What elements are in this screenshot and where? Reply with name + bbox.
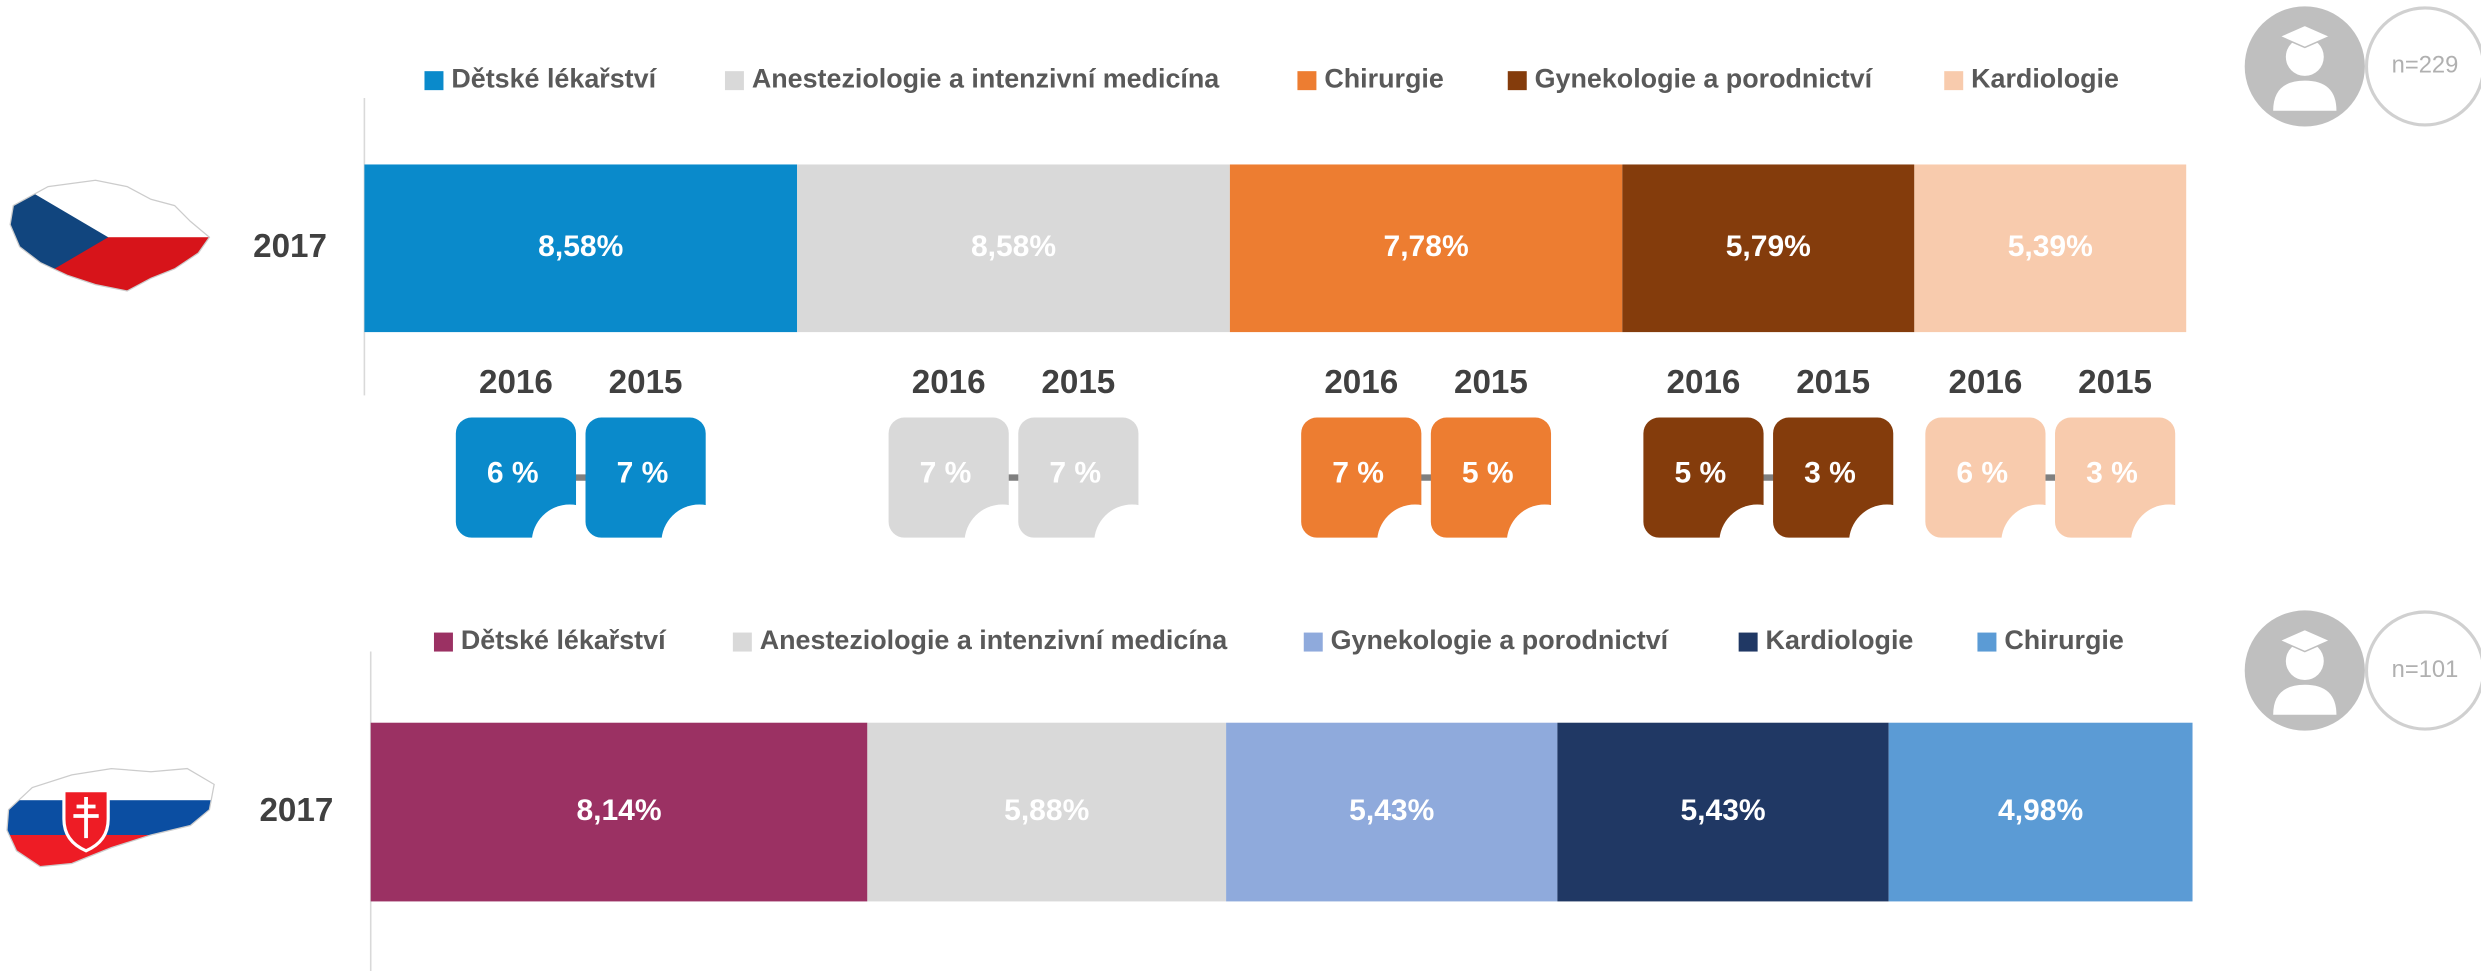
user-icon-body xyxy=(2273,80,2337,111)
value-label: 8,58% xyxy=(538,230,623,263)
sample-label: n=101 xyxy=(2392,657,2459,683)
year-label: 2015 xyxy=(2078,364,2152,401)
year-label: 2016 xyxy=(1667,364,1741,401)
box-notch xyxy=(661,504,738,581)
value-label: 7,78% xyxy=(1384,230,1469,263)
legend-swatch xyxy=(1738,632,1758,652)
bar-segment xyxy=(797,164,1230,333)
sample-circle xyxy=(2364,610,2481,731)
bar-segment xyxy=(1229,164,1623,333)
box-notch xyxy=(1848,504,1925,581)
previous-box xyxy=(585,417,706,538)
user-icon-head xyxy=(2285,37,2324,76)
legend-swatch xyxy=(1977,632,1997,652)
box-notch xyxy=(1094,504,1171,581)
flag-outline xyxy=(9,179,211,292)
legend-swatch xyxy=(433,632,453,652)
previous-box xyxy=(455,417,577,538)
legend-label: Kardiologie xyxy=(1971,64,2119,94)
previous-box xyxy=(2055,417,2176,538)
legend-swatch xyxy=(1297,71,1317,91)
box-notch xyxy=(1506,504,1583,581)
flag-sk xyxy=(6,768,215,867)
legend-swatch xyxy=(1944,71,1964,91)
value-label: 8,14% xyxy=(576,794,661,827)
previous-label: 7 % xyxy=(617,456,669,489)
user-icon-cap xyxy=(2277,24,2333,49)
previous-label: 3 % xyxy=(2086,456,2138,489)
year-label: 2015 xyxy=(1796,364,1870,401)
legend-label: Anesteziologie a intenzivní medicína xyxy=(760,625,1228,655)
flag-cz xyxy=(10,180,210,291)
previous-box xyxy=(1430,417,1552,538)
previous-box xyxy=(1773,417,1894,538)
previous-box xyxy=(1018,417,1139,538)
previous-box xyxy=(1925,417,2046,538)
value-label: 5,88% xyxy=(1004,794,1089,827)
year-label: 2015 xyxy=(1041,364,1115,401)
sample-circle xyxy=(2364,6,2481,127)
legend-swatch xyxy=(1507,71,1527,91)
previous-box xyxy=(888,417,1009,538)
year-label: 2015 xyxy=(1454,364,1528,401)
year-label: 2016 xyxy=(1324,364,1398,401)
legend-swatch xyxy=(732,632,752,652)
previous-box xyxy=(1643,417,1764,538)
bar-segment xyxy=(1557,722,1889,902)
flag-outline xyxy=(6,767,215,868)
legend-label: Gynekologie a porodnictví xyxy=(1331,625,1670,655)
value-label: 5,43% xyxy=(1349,794,1434,827)
user-icon-cap xyxy=(2277,628,2333,653)
legend-label: Anesteziologie a intenzivní medicína xyxy=(752,64,1220,94)
bar-segment xyxy=(867,722,1227,902)
legend-label: Chirurgie xyxy=(2004,625,2124,655)
bar-segment xyxy=(364,164,798,333)
legend-label: Gynekologie a porodnictví xyxy=(1535,64,1874,94)
legend-label: Dětské lékařství xyxy=(451,64,657,94)
previous-label: 5 % xyxy=(1462,456,1514,489)
previous-label: 7 % xyxy=(920,456,972,489)
user-icon-head xyxy=(2285,642,2324,681)
previous-label: 7 % xyxy=(1049,456,1101,489)
previous-label: 6 % xyxy=(487,456,539,489)
legend-swatch xyxy=(424,71,444,91)
legend-label: Chirurgie xyxy=(1324,64,1444,94)
legend-label: Dětské lékařství xyxy=(461,625,667,655)
bar-segment xyxy=(370,722,868,902)
value-label: 5,39% xyxy=(2008,230,2093,263)
year-label: 2015 xyxy=(609,364,683,401)
category-label: 2017 xyxy=(253,228,327,265)
value-label: 8,58% xyxy=(971,230,1056,263)
bar-segment xyxy=(1914,164,2187,333)
box-notch xyxy=(2130,504,2207,581)
bar-segment xyxy=(1226,722,1558,902)
user-icon-body xyxy=(2273,684,2337,715)
previous-box xyxy=(1301,417,1422,538)
legend-swatch xyxy=(1303,632,1323,652)
value-label: 5,79% xyxy=(1726,230,1811,263)
legend-label: Kardiologie xyxy=(1766,625,1914,655)
year-label: 2016 xyxy=(479,364,553,401)
previous-label: 6 % xyxy=(1956,456,2008,489)
sample-label: n=229 xyxy=(2392,53,2459,79)
previous-label: 5 % xyxy=(1674,456,1726,489)
category-label: 2017 xyxy=(259,792,333,829)
previous-label: 3 % xyxy=(1804,456,1856,489)
bar-segment xyxy=(1622,164,1915,333)
legend-swatch xyxy=(724,71,744,91)
previous-label: 7 % xyxy=(1332,456,1384,489)
value-label: 5,43% xyxy=(1680,794,1765,827)
bar-segment xyxy=(1888,722,2193,902)
year-label: 2016 xyxy=(1948,364,2022,401)
value-label: 4,98% xyxy=(1998,794,2083,827)
year-label: 2016 xyxy=(912,364,986,401)
